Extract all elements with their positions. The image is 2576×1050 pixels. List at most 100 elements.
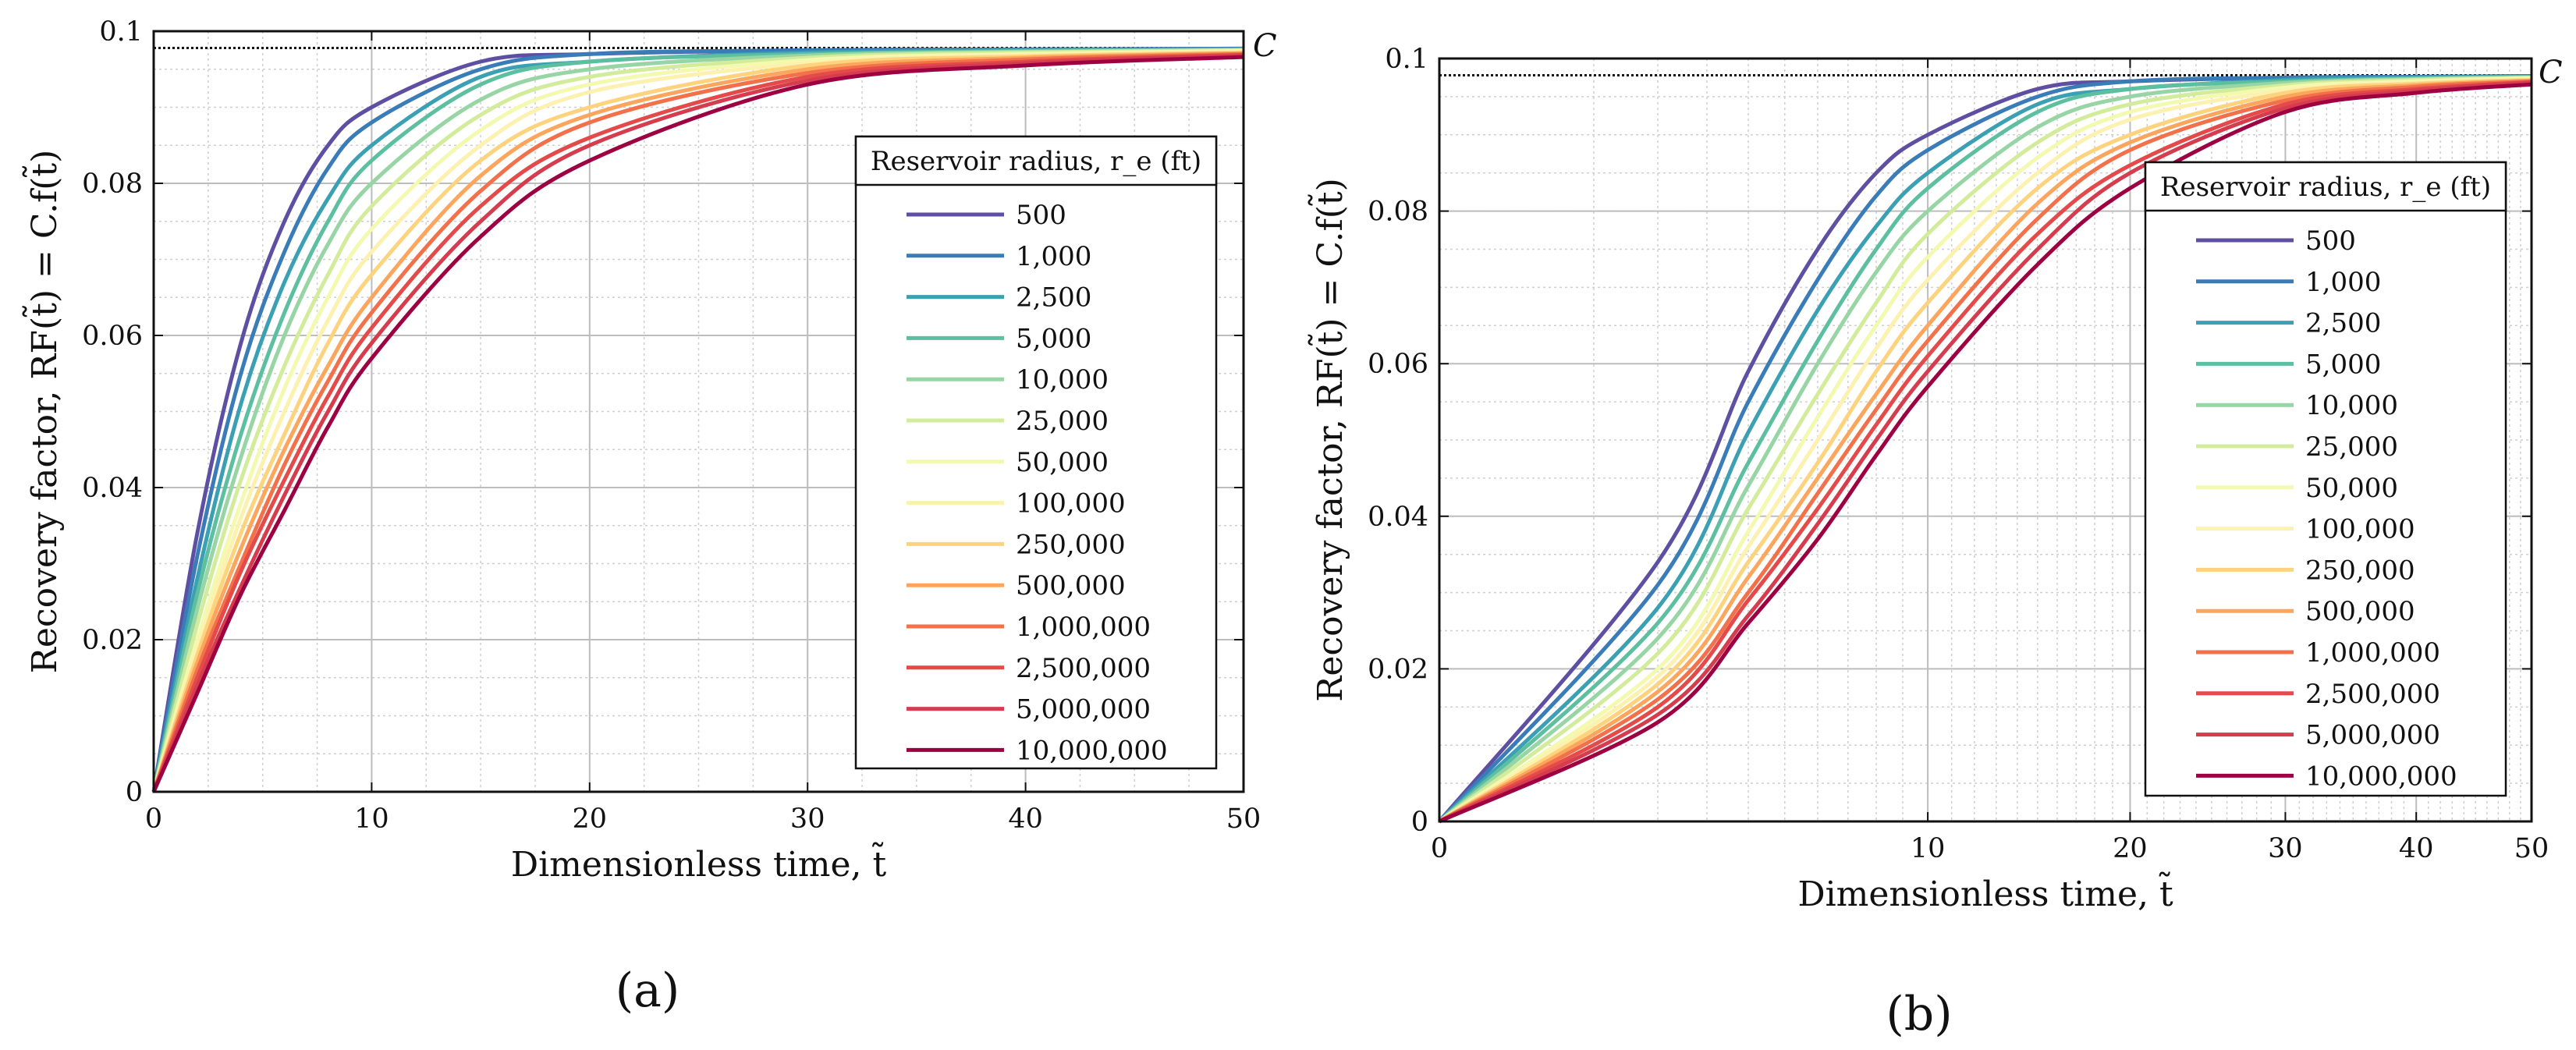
x-axis-label: Dimensionless time, t̃ [1797, 871, 2173, 914]
y-tick-label: 0.08 [1368, 197, 1428, 228]
y-tick-label: 0.1 [99, 16, 143, 48]
legend-item: 5,000 [2196, 349, 2381, 380]
legend-item: 2,500,000 [907, 653, 1151, 684]
legend-item: 10,000 [907, 364, 1109, 396]
legend: Reservoir radius, r_e (ft) 500 1,000 2,500 5… [2144, 161, 2507, 797]
panel-label: (b) [1886, 987, 1952, 1041]
legend: Reservoir radius, r_e (ft) 500 1,000 2,500 5… [854, 135, 1218, 770]
legend-label: 1,000 [2305, 267, 2381, 298]
y-tick-label: 0.02 [82, 625, 143, 656]
series-line-5000000 [1438, 80, 2532, 824]
legend-title-box [2144, 161, 2507, 212]
x-tick-label: 50 [2514, 833, 2549, 864]
legend-item: 250,000 [907, 529, 1126, 560]
legend-label: 100,000 [1016, 488, 1126, 520]
legend-label: 250,000 [1016, 529, 1126, 560]
legend-label: 2,500 [2305, 308, 2381, 339]
x-tick-label: 40 [2399, 833, 2434, 864]
legend-label: 2,500,000 [1016, 653, 1151, 684]
axes-frame [1438, 57, 2533, 823]
series-group [1438, 74, 2532, 824]
x-tick-label: 30 [790, 803, 825, 835]
legend-item: 5,000,000 [2196, 720, 2440, 751]
legend-label: 50,000 [1016, 447, 1109, 478]
series-line-1000000 [1438, 79, 2532, 824]
legend-item: 10,000,000 [2196, 761, 2457, 792]
legend-label: 2,500 [1016, 282, 1091, 314]
legend-item: 10,000 [2196, 390, 2398, 421]
x-tick-label: 10 [354, 803, 389, 835]
y-tick-label: 0.08 [82, 168, 143, 200]
legend-item: 100,000 [907, 488, 1126, 520]
legend-item: 2,500,000 [2196, 679, 2440, 710]
chart-panel-a: C0 10 20 30 40 5000.020.040.060.080.1Dimensio… [21, 16, 1276, 885]
y-tick-label: 0.06 [82, 321, 143, 352]
legend-label: 1,000,000 [2305, 637, 2440, 669]
series-group [151, 46, 1244, 793]
series-line-10000000 [1438, 82, 2532, 824]
legend-label: 500 [2305, 225, 2356, 257]
legend-label: 1,000 [1016, 241, 1091, 272]
panel-label: (a) [616, 963, 680, 1018]
y-tick-label: 0 [1411, 807, 1428, 838]
x-tick-label: 40 [1008, 803, 1043, 835]
y-axis-label: Recovery factor, RF(t̃) = C.f(t̃) [1307, 178, 1350, 701]
series-line-2500000 [1438, 80, 2532, 824]
legend-label: 250,000 [2305, 555, 2415, 586]
series-line-250000 [1438, 77, 2532, 824]
series-line-10000000 [151, 55, 1244, 793]
legend-item: 1,000 [907, 241, 1091, 272]
axes-frame [152, 30, 1245, 793]
legend-item: 25,000 [907, 406, 1109, 437]
legend-item: 100,000 [2196, 514, 2415, 545]
legend-label: 500 [1016, 200, 1066, 231]
x-tick-label: 0 [1431, 833, 1448, 864]
y-tick-label: 0.1 [1385, 44, 1428, 75]
y-axis-label: Recovery factor, RF(t̃) = C.f(t̃) [21, 150, 65, 673]
legend-label: 25,000 [1016, 406, 1109, 437]
legend-item: 500 [2196, 225, 2356, 257]
y-tick-label: 0.06 [1368, 349, 1428, 380]
legend-label: 1,000,000 [1016, 612, 1151, 643]
x-tick-label: 10 [1911, 833, 1946, 864]
legend-item: 1,000,000 [2196, 637, 2440, 669]
legend-label: 10,000 [1016, 364, 1109, 396]
series-line-500000 [151, 51, 1244, 793]
series-line-500000 [1438, 78, 2532, 824]
series-line-5000000 [151, 53, 1244, 793]
series-line-2500000 [151, 52, 1244, 793]
legend-item: 250,000 [2196, 555, 2415, 586]
x-tick-label: 50 [1226, 803, 1261, 835]
x-tick-label: 30 [2268, 833, 2303, 864]
x-tick-label: 20 [2113, 833, 2148, 864]
legend-label: 2,500,000 [2305, 679, 2440, 710]
y-tick-label: 0.04 [1368, 502, 1428, 533]
legend-item: 50,000 [907, 447, 1109, 478]
y-tick-label: 0.02 [1368, 654, 1428, 685]
legend-label: 10,000 [2305, 390, 2398, 421]
legend-item: 50,000 [2196, 473, 2398, 504]
legend-label: 500,000 [1016, 570, 1126, 601]
legend-label: 50,000 [2305, 473, 2398, 504]
x-tick-label: 20 [573, 803, 608, 835]
legend-item: 10,000,000 [907, 735, 1168, 766]
legend-item: 1,000 [2196, 267, 2381, 298]
x-axis-label: Dimensionless time, t̃ [511, 841, 887, 885]
legend-label: 5,000,000 [2305, 720, 2440, 751]
y-tick-label: 0 [126, 777, 143, 808]
chart-panel-b: C0 10 20 30 40 5000.020.040.060.080.1Dimensio… [1307, 44, 2562, 914]
legend-item: 500,000 [2196, 596, 2415, 627]
asymptote-label: C [2539, 55, 2563, 90]
legend-label: 25,000 [2305, 431, 2398, 463]
legend-item: 5,000,000 [907, 694, 1151, 725]
legend-item: 500 [907, 200, 1066, 231]
legend-label: 100,000 [2305, 514, 2415, 545]
legend-item: 2,500 [907, 282, 1091, 314]
legend-label: 5,000 [1016, 323, 1091, 354]
legend-item: 1,000,000 [907, 612, 1151, 643]
legend-item: 25,000 [2196, 431, 2398, 463]
asymptote-label: C [1253, 28, 1277, 64]
legend-label: 10,000,000 [1016, 735, 1168, 766]
